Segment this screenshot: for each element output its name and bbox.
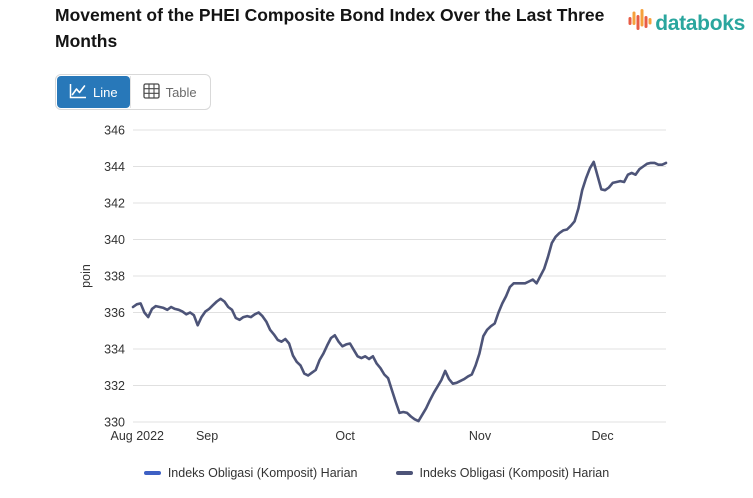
legend-line-marker-blue [143,471,161,475]
svg-text:330: 330 [104,416,125,430]
svg-text:332: 332 [104,379,125,393]
databoks-bars-icon [628,7,653,40]
databoks-logo: databoks [628,7,745,40]
legend-line-marker-slate [395,471,413,475]
legend-label-1: Indeks Obligasi (Komposit) Harian [167,466,358,480]
line-chart-svg: 330 332 334 336 338 340 342 344 346 poin Aug 2022 S… [79,124,668,443]
svg-text:334: 334 [104,343,125,357]
svg-text:340: 340 [104,233,125,247]
svg-text:336: 336 [104,306,125,320]
line-chart-icon [69,83,87,102]
page-title: Movement of the PHEI Composite Bond Inde… [55,5,605,51]
legend-item-2[interactable]: Indeks Obligasi (Komposit) Harian [395,466,610,480]
svg-text:344: 344 [104,160,125,174]
chart-view-toggle: Line Table [55,74,211,110]
line-chart: 330 332 334 336 338 340 342 344 346 poin Aug 2022 S… [0,115,753,460]
legend-item-1[interactable]: Indeks Obligasi (Komposit) Harian [143,466,358,480]
line-view-button[interactable]: Line [57,76,130,108]
svg-text:Aug 2022: Aug 2022 [110,429,164,443]
table-view-button[interactable]: Table [129,76,209,108]
legend-label-2: Indeks Obligasi (Komposit) Harian [419,466,610,480]
svg-text:346: 346 [104,124,125,138]
svg-text:Sep: Sep [196,429,218,443]
chart-legend: Indeks Obligasi (Komposit) Harian Indeks… [0,466,753,480]
svg-text:338: 338 [104,270,125,284]
svg-text:Nov: Nov [469,429,492,443]
line-button-label: Line [93,84,118,100]
svg-text:342: 342 [104,197,125,211]
svg-text:Dec: Dec [591,429,613,443]
svg-text:poin: poin [79,264,93,288]
svg-text:Oct: Oct [335,429,355,443]
databoks-logo-text: databoks [655,11,745,35]
table-button-label: Table [165,84,197,100]
table-grid-icon [142,82,160,102]
